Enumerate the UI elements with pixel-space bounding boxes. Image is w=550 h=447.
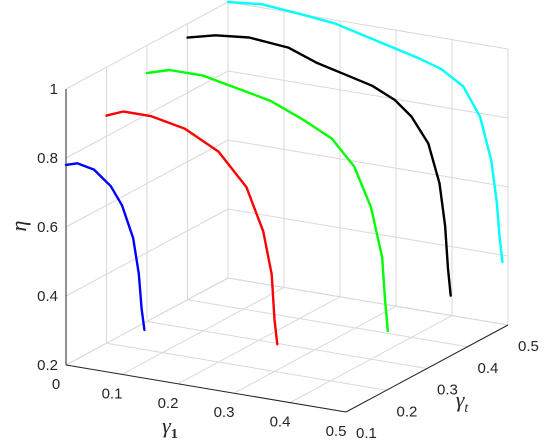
floor-gridline — [106, 342, 387, 391]
y-tick-label: 0.2 — [397, 403, 418, 420]
x-tick-label: 0.2 — [158, 395, 179, 412]
series-line-3 — [145, 68, 389, 333]
x-tick-label: 0.5 — [326, 423, 347, 440]
back-wall-gridline — [227, 139, 509, 188]
z-tick-label: 0.6 — [37, 219, 58, 236]
back-wall-gridline — [227, 1, 509, 50]
chart-series — [64, 0, 504, 346]
series-line-4 — [186, 34, 452, 297]
z-tick-label: 0.8 — [37, 150, 58, 167]
z-tick-label: 1 — [50, 81, 58, 98]
floor-gridline — [146, 321, 428, 369]
x-tick-label: 0.4 — [270, 414, 291, 431]
x-tick-label: 0.3 — [214, 404, 235, 421]
y-axis-label: γt — [456, 387, 470, 416]
y-tick-label: 0.5 — [518, 338, 539, 355]
series-line-1 — [64, 162, 146, 332]
z-axis-label: η — [6, 221, 31, 232]
series-line-5 — [226, 0, 504, 264]
back-wall-gridline — [227, 277, 509, 326]
z-tick-label: 0.4 — [37, 288, 58, 305]
side-wall-gridline — [65, 1, 229, 90]
back-wall-gridline — [227, 208, 509, 257]
side-wall-gridline — [65, 277, 229, 366]
floor-gridline — [187, 299, 468, 348]
y-tick-label: 0.3 — [437, 382, 458, 399]
x-tick-label: 0.1 — [102, 385, 123, 402]
x-tick-label: 0 — [52, 376, 60, 393]
chart-axes — [65, 89, 509, 413]
y-axis-line — [345, 324, 509, 413]
z-tick-label: 0.2 — [37, 357, 58, 374]
chart-ticks: 0.2 0.4 0.6 0.8 1 0 0.1 0.2 0.3 0.4 0.5 0.1 0.2 0.3 0.… — [37, 81, 539, 442]
y-tick-label: 0.1 — [356, 425, 377, 442]
back-wall-gridline — [227, 70, 509, 119]
side-wall-gridline — [65, 208, 229, 297]
side-wall-gridline — [65, 139, 229, 228]
y-tick-label: 0.4 — [478, 360, 499, 377]
series-line-2 — [105, 110, 279, 346]
x-axis-line — [65, 364, 347, 413]
x-axis-label: γ1 — [162, 413, 178, 442]
